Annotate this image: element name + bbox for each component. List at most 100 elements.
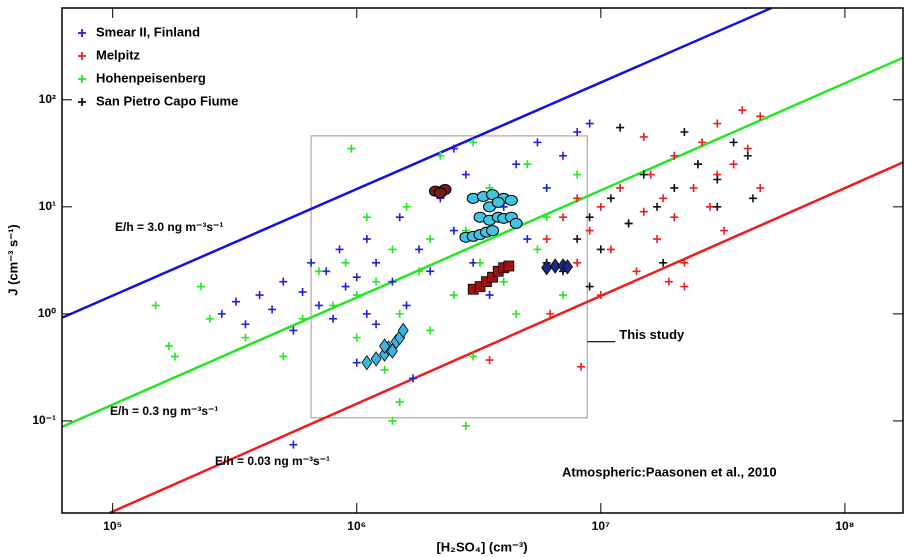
point [573, 170, 582, 179]
point [469, 138, 478, 147]
point [670, 151, 679, 160]
point [541, 260, 553, 276]
point [217, 309, 226, 318]
x-axis-label: [H₂SO₄] (cm⁻³) [436, 539, 527, 554]
point [512, 160, 521, 169]
point [408, 374, 417, 383]
y-tick-label: 10¹ [39, 199, 56, 213]
point [616, 183, 625, 192]
point [646, 170, 655, 179]
point [461, 421, 470, 430]
point [664, 277, 673, 286]
point [632, 267, 641, 276]
point [164, 342, 173, 351]
point [486, 189, 500, 201]
point [693, 160, 702, 169]
point [449, 226, 458, 235]
point [573, 194, 582, 203]
point [512, 309, 521, 318]
point [491, 196, 505, 208]
point [449, 144, 458, 153]
point [289, 326, 298, 335]
point [347, 144, 356, 153]
point [279, 277, 288, 286]
point [542, 183, 551, 192]
point [352, 291, 361, 300]
point [720, 226, 729, 235]
point [523, 160, 532, 169]
point [279, 352, 288, 361]
point [549, 258, 561, 274]
point [402, 301, 411, 310]
point [680, 282, 689, 291]
point [341, 282, 350, 291]
point [485, 291, 494, 300]
point [523, 235, 532, 244]
point [542, 235, 551, 244]
point [573, 235, 582, 244]
point [415, 245, 424, 254]
point [255, 291, 264, 300]
point [756, 183, 765, 192]
point [756, 112, 765, 121]
point [748, 194, 757, 203]
point [196, 282, 205, 291]
point [585, 119, 594, 128]
point [713, 119, 722, 128]
point [151, 301, 160, 310]
legend-marker [78, 52, 86, 60]
point [322, 267, 331, 276]
point [388, 416, 397, 425]
x-tick-label: 10⁵ [103, 519, 122, 533]
point [372, 277, 381, 286]
point [329, 314, 338, 323]
point [504, 194, 518, 206]
point [372, 320, 381, 329]
point [461, 170, 470, 179]
region-label: This study [619, 327, 685, 342]
point [713, 202, 722, 211]
point [469, 352, 478, 361]
point [395, 213, 404, 222]
point [370, 351, 382, 367]
point [639, 170, 648, 179]
point [596, 202, 605, 211]
point [577, 362, 586, 371]
point [485, 356, 494, 365]
point [499, 277, 508, 286]
point [426, 267, 435, 276]
point [352, 333, 361, 342]
legend-label: Hohenpeisenberg [96, 70, 206, 85]
point [449, 291, 458, 300]
point [469, 258, 478, 267]
point [352, 273, 361, 282]
point [362, 235, 371, 244]
point [379, 338, 391, 354]
point [559, 151, 568, 160]
point [653, 202, 662, 211]
point [713, 175, 722, 184]
annotation: Atmospheric:Paasonen et al., 2010 [562, 464, 777, 479]
point [573, 258, 582, 267]
eh-label: E/h = 3.0 ng m⁻³s⁻¹ [115, 220, 223, 234]
legend-marker [78, 75, 86, 83]
point [298, 314, 307, 323]
point [231, 297, 240, 306]
point [559, 291, 568, 300]
point [352, 358, 361, 367]
point [372, 258, 381, 267]
legend-label: Melpitz [96, 47, 141, 62]
plot-frame [61, 7, 904, 514]
point [585, 282, 594, 291]
point [743, 144, 752, 153]
point [426, 326, 435, 335]
point [639, 207, 648, 216]
legend-label: San Pietro Capo Fiume [96, 93, 238, 108]
point [659, 194, 668, 203]
point [596, 245, 605, 254]
point [205, 314, 214, 323]
point [341, 258, 350, 267]
point [606, 245, 615, 254]
point [559, 213, 568, 222]
y-tick-label: 10⁻¹ [32, 413, 56, 427]
